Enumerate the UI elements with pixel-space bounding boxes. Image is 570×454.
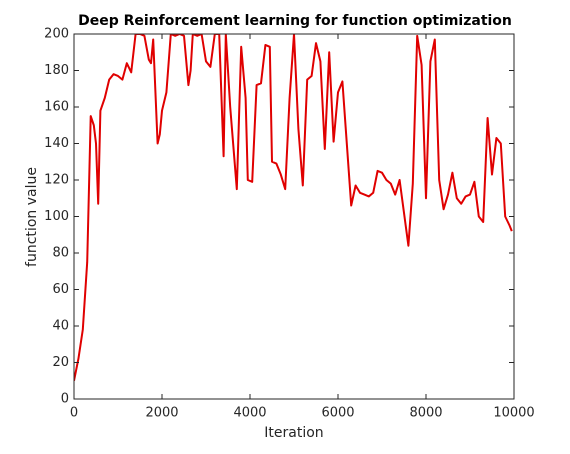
y-tick-label: 60: [52, 282, 69, 297]
plot-area: [74, 34, 513, 381]
x-tick-label: 4000: [233, 406, 266, 421]
data-line: [74, 34, 513, 381]
y-tick-label: 160: [44, 100, 69, 115]
x-tick-label: 6000: [321, 406, 354, 421]
x-axis-label: Iteration: [264, 425, 323, 441]
y-tick-label: 80: [52, 246, 69, 261]
y-tick-label: 0: [61, 392, 69, 407]
x-tick-label: 8000: [409, 406, 442, 421]
y-tick-label: 120: [44, 173, 69, 188]
chart-title: Deep Reinforcement learning for function…: [78, 13, 512, 29]
y-tick-label: 140: [44, 136, 69, 151]
x-tick-label: 10000: [493, 406, 534, 421]
x-tick-label: 2000: [145, 406, 178, 421]
y-tick-label: 100: [44, 209, 69, 224]
y-axis-label: function value: [24, 167, 40, 267]
y-tick-label: 180: [44, 63, 69, 78]
y-tick-label: 20: [52, 355, 69, 370]
y-tick-label: 200: [44, 27, 69, 42]
x-tick-label: 0: [70, 406, 78, 421]
y-tick-label: 40: [52, 319, 69, 334]
